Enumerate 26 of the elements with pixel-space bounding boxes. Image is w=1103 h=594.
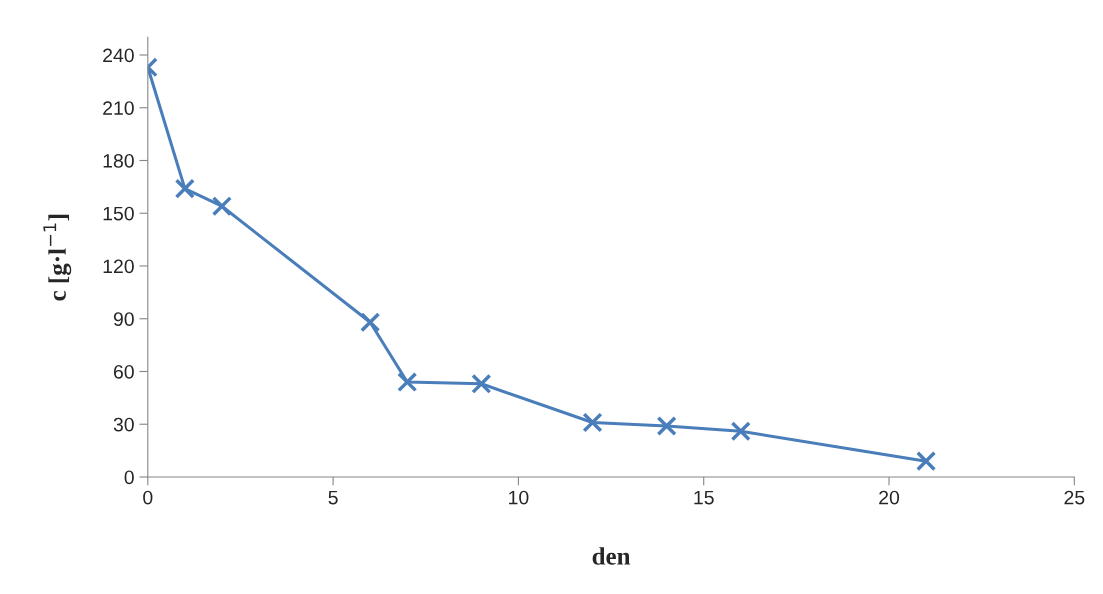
x-axis-title: den [592, 547, 631, 565]
point [656, 415, 677, 437]
point [471, 373, 492, 394]
point [582, 412, 603, 433]
point [360, 312, 381, 333]
y-tick-label: 210 [103, 101, 134, 115]
x-tick-label: 20 [879, 490, 900, 505]
x-tick-label: 25 [1064, 490, 1085, 505]
y-tick-label: 60 [113, 364, 134, 379]
point [730, 421, 751, 442]
y-axis-title: c [g·l$^{−1}$] [43, 214, 72, 301]
y-tick-label: 0 [124, 470, 134, 485]
point [916, 451, 937, 472]
x-tick-label: 10 [509, 490, 529, 505]
y-tick-label: 30 [113, 417, 134, 432]
x-tick-label: 5 [328, 490, 338, 505]
point [397, 371, 418, 393]
y-tick-label: 90 [113, 312, 134, 326]
y-tick-label: 120 [103, 259, 134, 274]
x-tick-label: 15 [694, 490, 714, 505]
x-tick-label: 0 [143, 490, 153, 505]
y-tick-label: 240 [103, 48, 134, 63]
y-tick-label: 180 [103, 153, 134, 168]
y-tick-label: 150 [103, 206, 134, 221]
point [174, 178, 195, 199]
point [211, 196, 232, 217]
